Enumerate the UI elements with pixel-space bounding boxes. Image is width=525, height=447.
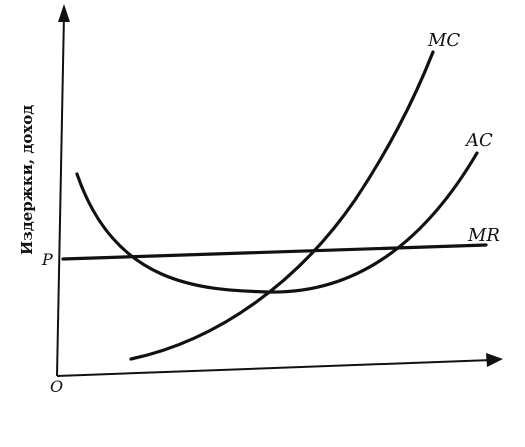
x-axis (56, 359, 493, 377)
y-axis-arrow (58, 4, 70, 22)
ac-label: AC (464, 130, 493, 151)
mr-label: MR (467, 225, 500, 246)
axes (56, 4, 503, 377)
ac-curve (75, 151, 479, 294)
x-axis-arrow (486, 353, 503, 367)
y-axis (56, 13, 65, 377)
price-label: P (41, 250, 53, 269)
origin-label: O (50, 377, 63, 396)
mc-curve (129, 50, 435, 361)
mc-label: MC (427, 30, 460, 51)
y-axis-label: Издержки, доход (18, 105, 36, 255)
